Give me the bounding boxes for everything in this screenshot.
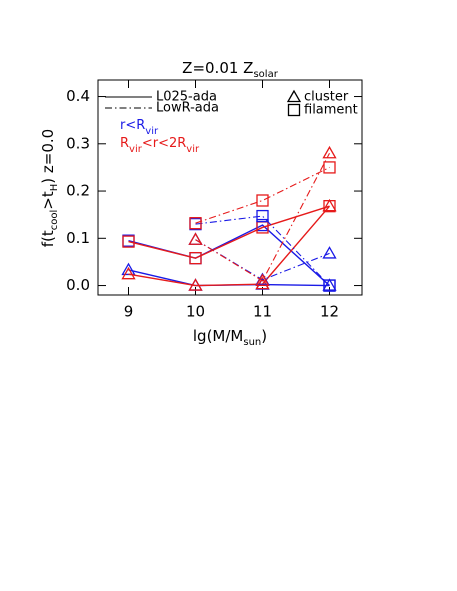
x-tick-label: 10 bbox=[186, 303, 205, 321]
data-point bbox=[322, 278, 337, 291]
data-point bbox=[323, 161, 336, 174]
data-point bbox=[323, 279, 336, 292]
x-axis-title-part: sun bbox=[243, 337, 261, 348]
y-axis-title-part: cool bbox=[49, 210, 60, 231]
x-tick-label: 12 bbox=[320, 303, 339, 321]
data-point bbox=[122, 235, 135, 248]
data-point bbox=[189, 251, 202, 265]
y-tick-label: 0.3 bbox=[66, 134, 90, 152]
legend-label: cluster bbox=[304, 90, 349, 105]
x-tick-label: 9 bbox=[124, 303, 134, 321]
legend-label-part: <r<2R bbox=[142, 136, 186, 151]
legend-label-part: R bbox=[120, 136, 129, 151]
series-line bbox=[128, 205, 330, 259]
legend-marker-sample bbox=[287, 103, 301, 117]
data-point bbox=[323, 200, 336, 213]
legend-label: Rvir<r<2Rvir bbox=[120, 136, 200, 155]
legend-label-part: vir bbox=[186, 144, 200, 155]
legend-label: r<Rvir bbox=[120, 118, 159, 137]
series-line bbox=[195, 215, 330, 286]
data-point bbox=[188, 278, 203, 291]
chart-title: Z=0.01 Zsolar bbox=[182, 59, 279, 80]
data-point bbox=[256, 209, 269, 223]
data-point bbox=[189, 217, 202, 230]
y-axis-title-part: >t bbox=[39, 191, 57, 210]
y-axis-title-part: f(t bbox=[39, 230, 57, 247]
legend-label: filament bbox=[304, 103, 358, 118]
x-axis-title-part: lg(M/M bbox=[193, 327, 243, 345]
y-tick-label: 0.0 bbox=[66, 276, 90, 294]
data-point bbox=[121, 266, 136, 280]
data-point bbox=[322, 198, 337, 212]
legend-label-part: vir bbox=[129, 144, 143, 155]
series-line bbox=[128, 269, 330, 287]
plot-frame bbox=[97, 79, 363, 296]
series-line bbox=[195, 152, 330, 282]
data-point bbox=[255, 273, 270, 286]
data-point bbox=[322, 246, 337, 259]
x-axis-title: lg(M/Msun) bbox=[193, 327, 267, 348]
legend-label: LowR-ada bbox=[156, 101, 219, 116]
legend-label: L025-ada bbox=[156, 90, 217, 105]
chart-title-part: Z=0.01 Z bbox=[182, 59, 253, 77]
data-point bbox=[188, 232, 203, 245]
data-point bbox=[256, 194, 269, 207]
legend-label-part: vir bbox=[145, 126, 159, 137]
legend-marker-sample bbox=[286, 89, 302, 103]
legend-label-part: r<R bbox=[120, 118, 145, 133]
y-tick-label: 0.2 bbox=[66, 182, 90, 200]
y-axis-title-part: H bbox=[49, 184, 60, 192]
y-axis-title: f(tcool>tH) z=0.0 bbox=[39, 129, 60, 247]
series-line bbox=[128, 205, 331, 287]
y-tick-label: 0.4 bbox=[66, 87, 90, 105]
x-axis-title-part: ) bbox=[261, 327, 267, 345]
x-tick-label: 11 bbox=[253, 303, 272, 321]
y-tick-label: 0.1 bbox=[66, 229, 90, 247]
y-axis-title-part: ) z=0.0 bbox=[39, 129, 57, 184]
series-line bbox=[195, 166, 330, 224]
data-point bbox=[322, 145, 337, 159]
chart-title-part: solar bbox=[253, 69, 278, 80]
data-point bbox=[255, 276, 270, 290]
